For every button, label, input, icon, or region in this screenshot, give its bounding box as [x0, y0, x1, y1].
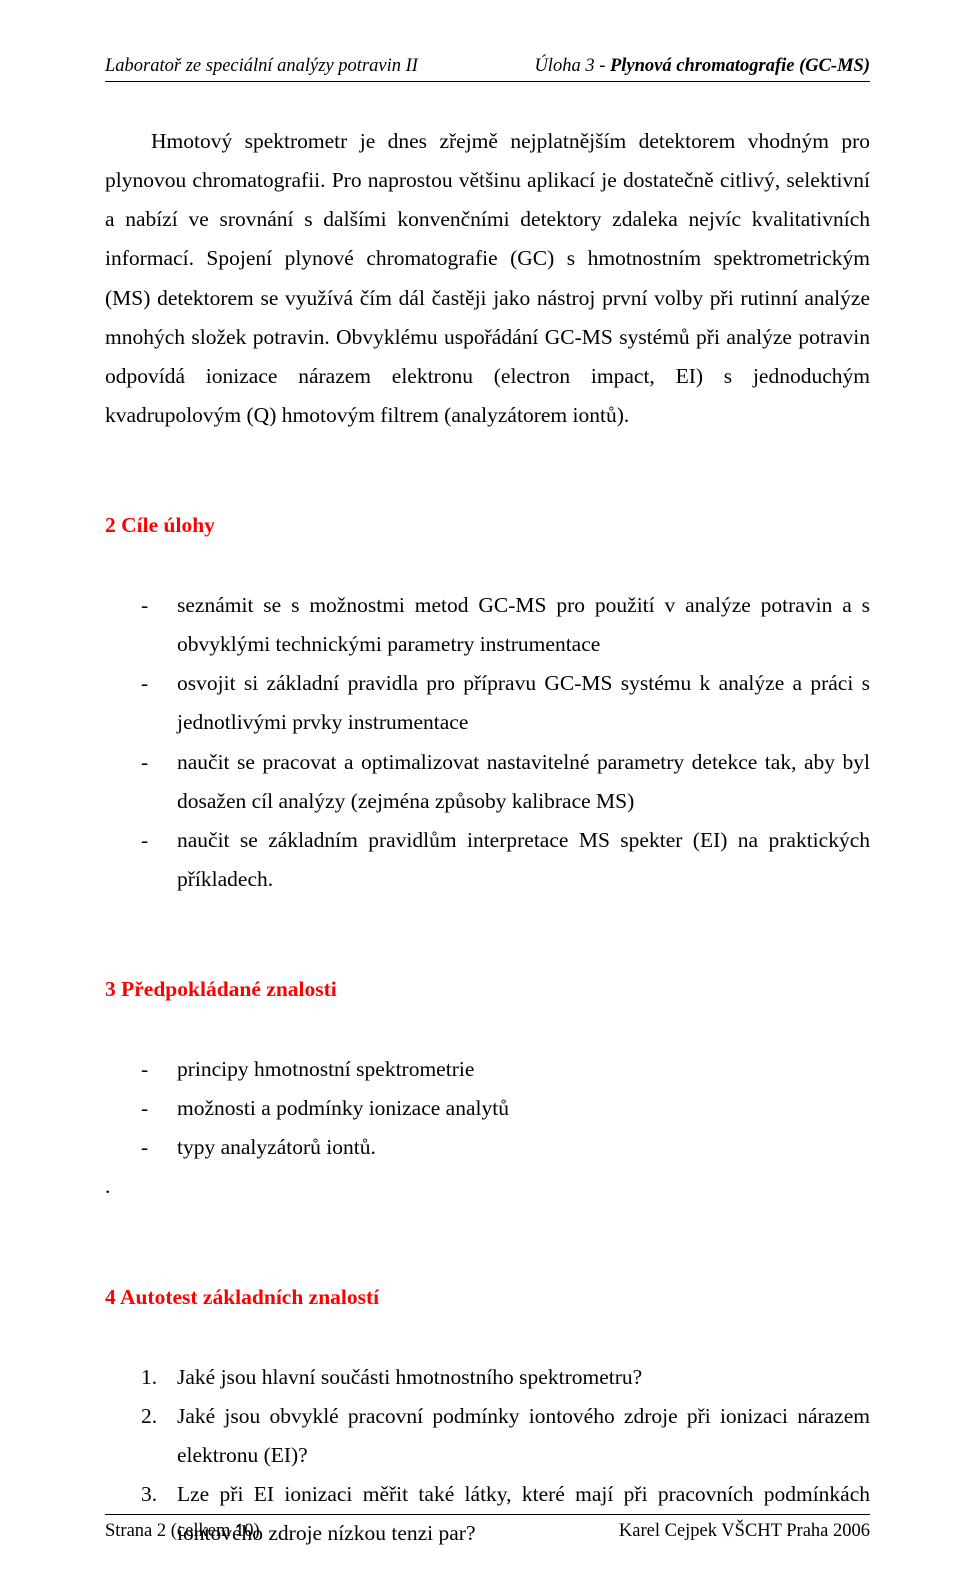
list-item: osvojit si základní pravidla pro příprav…	[105, 664, 870, 742]
trailing-dot: .	[105, 1167, 870, 1206]
list-item: možnosti a podmínky ionizace analytů	[105, 1089, 870, 1128]
section-4-heading: 4 Autotest základních znalostí	[105, 1285, 870, 1310]
section-2-heading: 2 Cíle úlohy	[105, 513, 870, 538]
intro-paragraph: Hmotový spektrometr je dnes zřejmě nejpl…	[105, 122, 870, 435]
footer-content: Strana 2 (celkem 10) Karel Cejpek VŠCHT …	[105, 1521, 870, 1542]
footer-right: Karel Cejpek VŠCHT Praha 2006	[619, 1521, 870, 1542]
list-item: naučit se pracovat a optimalizovat nasta…	[105, 743, 870, 821]
list-item: seznámit se s možnostmi metod GC-MS pro …	[105, 586, 870, 664]
header-left: Laboratoř ze speciální analýzy potravin …	[105, 56, 418, 77]
list-item: Jaké jsou obvyklé pracovní podmínky iont…	[105, 1397, 870, 1475]
section-3-heading: 3 Předpokládané znalosti	[105, 977, 870, 1002]
header-rule	[105, 81, 870, 82]
document-page: Laboratoř ze speciální analýzy potravin …	[0, 0, 960, 1570]
list-item: Jaké jsou hlavní součásti hmotnostního s…	[105, 1358, 870, 1397]
page-header: Laboratoř ze speciální analýzy potravin …	[105, 56, 870, 77]
header-right-bold: Plynová chromatografie (GC-MS)	[610, 56, 870, 76]
footer-rule	[105, 1514, 870, 1515]
header-right-prefix: Úloha 3 -	[534, 56, 610, 76]
section-2-list: seznámit se s možnostmi metod GC-MS pro …	[105, 586, 870, 899]
footer-left: Strana 2 (celkem 10)	[105, 1521, 260, 1542]
page-footer: Strana 2 (celkem 10) Karel Cejpek VŠCHT …	[105, 1514, 870, 1542]
header-right: Úloha 3 - Plynová chromatografie (GC-MS)	[534, 56, 870, 77]
section-3-list: principy hmotnostní spektrometrie možnos…	[105, 1050, 870, 1167]
list-item: principy hmotnostní spektrometrie	[105, 1050, 870, 1089]
list-item: typy analyzátorů iontů.	[105, 1128, 870, 1167]
list-item: naučit se základním pravidlům interpreta…	[105, 821, 870, 899]
